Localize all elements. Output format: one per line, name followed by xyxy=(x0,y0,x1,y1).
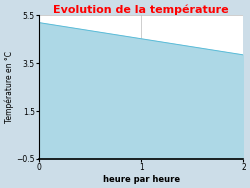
X-axis label: heure par heure: heure par heure xyxy=(103,175,180,184)
Y-axis label: Température en °C: Température en °C xyxy=(4,51,14,123)
Title: Evolution de la température: Evolution de la température xyxy=(54,4,229,15)
